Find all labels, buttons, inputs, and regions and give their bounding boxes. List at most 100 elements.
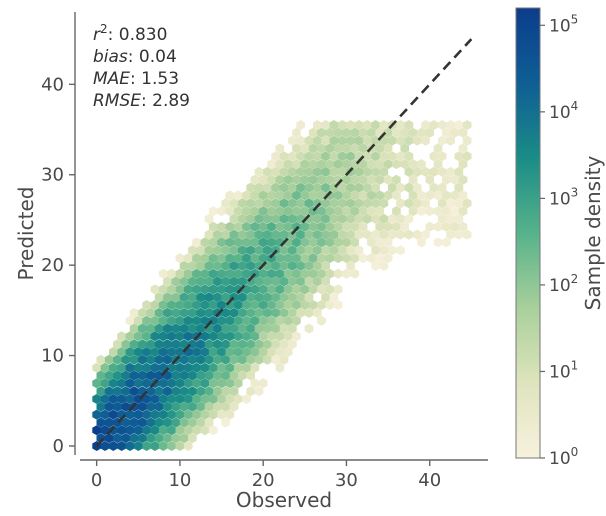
hexbin-cell <box>125 409 135 420</box>
hexbin-cell <box>221 276 230 287</box>
hexbin-cell <box>317 253 326 264</box>
hexbin-cell <box>196 292 206 303</box>
hexbin-cell <box>275 143 285 154</box>
hexbin-cell <box>154 323 164 334</box>
hexbin-cell <box>304 260 314 271</box>
hexbin-cell <box>188 370 197 381</box>
hexbin-cell <box>362 151 372 162</box>
hexbin-cell <box>196 370 206 381</box>
colorbar-tick-label: 102 <box>549 272 578 296</box>
hexbin-cell <box>325 143 335 154</box>
hexbin-cell <box>225 221 235 232</box>
hexbin-cell <box>246 229 255 240</box>
hexbin-cell <box>150 300 160 310</box>
hexbin-cell <box>346 260 355 271</box>
hexbin-cell <box>183 331 193 342</box>
hexbin-cell <box>183 441 193 451</box>
hexbin-cell <box>134 409 143 420</box>
hexbin-cell <box>437 166 447 177</box>
hexbin-cell <box>208 284 218 295</box>
hexbin-cell <box>229 386 239 397</box>
hexbin-cell <box>300 268 310 279</box>
hexbin-cell <box>109 441 118 451</box>
hexbin-cell <box>92 362 101 373</box>
hexbin-cell <box>279 245 289 256</box>
hexbin-cell <box>221 339 230 350</box>
hexbin-cell <box>246 260 255 271</box>
hexbin-cell <box>154 401 164 412</box>
hexbin-cell <box>200 409 210 420</box>
hexbin-cell <box>358 174 368 185</box>
stat-name: r <box>93 25 101 45</box>
hexbin-cell <box>125 378 135 389</box>
hexbin-cell <box>246 276 255 287</box>
hexbin-cell <box>200 425 210 436</box>
hexbin-cell <box>379 260 389 271</box>
hexbin-cell <box>342 268 351 279</box>
hexbin-cell <box>458 174 468 185</box>
hexbin-cell <box>221 292 230 303</box>
hexbin-cell <box>138 323 147 334</box>
hexbin-cell <box>442 127 451 138</box>
hexbin-cell <box>221 245 230 256</box>
hexbin-cell <box>225 362 235 373</box>
hexbin-cell <box>371 260 380 271</box>
hexbin-cell <box>275 206 285 217</box>
hexbin-cell <box>338 120 347 130</box>
hexbin-cell <box>246 213 255 224</box>
hexbin-cell <box>279 276 289 287</box>
hexbin-cell <box>321 120 330 130</box>
hexbin-cell <box>371 229 380 240</box>
hexbin-cell <box>192 237 201 248</box>
hexbin-cell <box>450 127 459 138</box>
hexbin-cell <box>283 174 293 185</box>
y-tick-label: 10 <box>41 346 64 367</box>
hexbin-cell <box>433 159 443 170</box>
hexbin-cell <box>358 253 368 264</box>
hexbin-cell <box>229 198 239 209</box>
hexbin-cell <box>329 229 339 240</box>
hexbin-cell <box>325 221 335 232</box>
hexbin-cell <box>429 120 439 130</box>
hexbin-cell <box>204 386 214 397</box>
hexbin-cell <box>292 284 301 295</box>
hexbin-cell <box>113 370 122 381</box>
hexbin-cell <box>283 347 293 357</box>
hexbin-cell <box>454 120 464 130</box>
hexbin-cell <box>313 151 322 162</box>
hexbin-cell <box>433 237 443 248</box>
hexbin-cell <box>408 190 418 201</box>
hexbin-cell <box>250 221 260 232</box>
hexbin-cell <box>267 315 276 326</box>
hexbin-cell <box>254 229 264 240</box>
hexbin-cell <box>204 370 214 381</box>
hexbin-cell <box>246 370 255 381</box>
hexbin-cell <box>208 206 218 217</box>
hexbin-cell <box>246 354 255 365</box>
hexbin-cell <box>283 159 293 170</box>
hexbin-cell <box>188 433 197 444</box>
hexbin-cell <box>279 323 289 334</box>
hexbin-cell <box>321 260 330 271</box>
hexbin-cell <box>188 354 197 365</box>
hexbin-cell <box>238 307 247 318</box>
hexbin-cell <box>242 206 251 217</box>
hexbin-cell <box>134 362 143 373</box>
hexbin-cell <box>150 331 160 342</box>
hexbin-cell <box>242 394 251 404</box>
hexbin-cell <box>192 425 201 436</box>
hexbin-cell <box>221 370 230 381</box>
hexbin-cell <box>396 245 405 256</box>
hexbin-cell <box>263 245 272 256</box>
hexbin-cell <box>204 213 214 224</box>
hexbin-cell <box>250 190 260 201</box>
hexbin-cell <box>192 394 201 404</box>
stat-line: MAE: 1.53 <box>93 69 179 89</box>
hexbin-cell <box>329 292 339 303</box>
hexbin-cell <box>379 166 389 177</box>
hexbin-cell <box>250 315 260 326</box>
hexbin-cell <box>104 386 114 397</box>
hexbin-cell <box>296 120 305 130</box>
hexbin-cell <box>263 182 272 193</box>
